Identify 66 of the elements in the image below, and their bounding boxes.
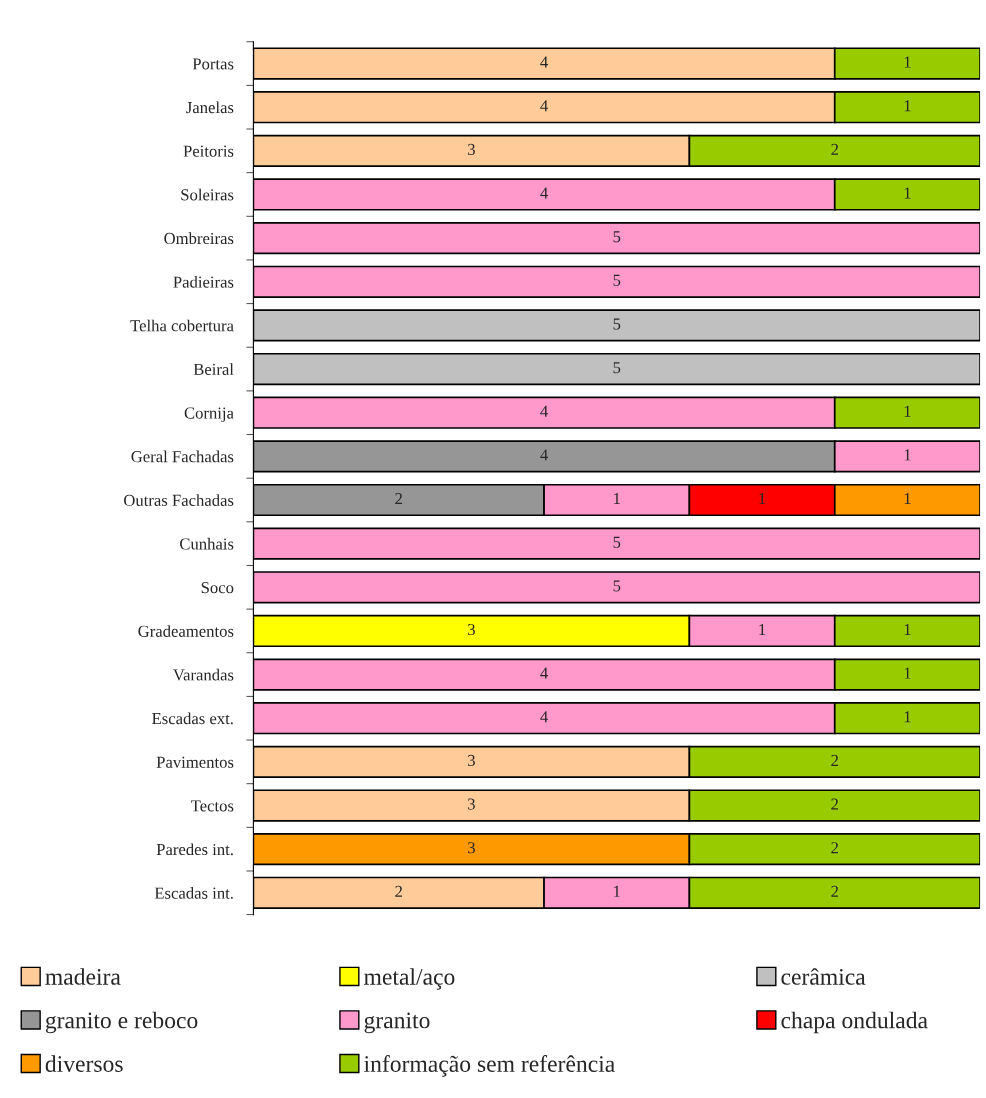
data-label: 1: [904, 711, 911, 723]
y-tick-label: Tectos: [191, 800, 234, 812]
data-label: 1: [759, 493, 766, 505]
data-label: 2: [395, 885, 402, 897]
data-label: 4: [540, 100, 548, 112]
data-label: 5: [613, 318, 621, 330]
data-label: 5: [613, 231, 621, 243]
legend-label: metal/aço: [364, 968, 455, 990]
y-tick-label: Janelas: [186, 101, 234, 114]
data-label: 4: [540, 449, 548, 461]
data-label: 4: [540, 187, 548, 199]
y-tick-label: Pavimentos: [156, 756, 234, 768]
y-tick-label: Portas: [192, 58, 234, 70]
data-label: 3: [468, 842, 475, 854]
y-tick-label: Escadas int.: [154, 887, 233, 899]
y-tick-label: Outras Fachadas: [124, 494, 234, 506]
y-tick-label: Beiral: [193, 363, 234, 376]
data-label: 2: [831, 885, 838, 897]
y-tick-label: Paredes int.: [156, 843, 233, 856]
legend-label: chapa ondulada: [781, 1011, 928, 1034]
data-label: 2: [831, 798, 838, 810]
y-tick-label: Padieiras: [173, 275, 234, 288]
y-tick-label: Ombreiras: [164, 232, 234, 245]
data-label: 5: [613, 274, 621, 286]
data-label: 2: [831, 754, 838, 766]
y-tick-label: Escadas ext.: [152, 712, 233, 725]
data-label: 1: [904, 56, 911, 68]
data-label: 3: [468, 798, 475, 810]
data-label: 3: [468, 143, 475, 156]
data-label: 2: [831, 842, 838, 854]
data-label: 1: [904, 493, 911, 505]
y-tick-label: Varandas: [173, 668, 234, 681]
y-tick-label: Telha cobertura: [130, 319, 234, 332]
data-label: 1: [904, 187, 911, 199]
y-tick-label: Soleiras: [181, 188, 234, 201]
legend-label: informação sem referência: [364, 1055, 615, 1077]
data-label: 1: [614, 493, 620, 505]
data-label: 1: [759, 623, 766, 635]
y-tick-label: Peitoris: [183, 145, 234, 157]
data-label: 4: [540, 405, 548, 417]
y-tick-label: Cunhais: [180, 537, 234, 550]
legend-label: diversos: [45, 1055, 123, 1072]
data-label: 1: [904, 667, 911, 679]
legend-label: cerâmica: [781, 968, 866, 985]
y-tick-label: Geral Fachadas: [131, 450, 234, 463]
y-tick-label: Cornija: [184, 407, 234, 423]
data-label: 4: [540, 667, 548, 679]
legend-label: madeira: [45, 968, 121, 985]
data-label: 1: [904, 405, 911, 417]
data-label: 3: [468, 623, 475, 636]
legend-label: granito e reboco: [45, 1011, 198, 1034]
y-tick-label: Gradeamentos: [138, 625, 234, 637]
data-label: 2: [831, 143, 838, 155]
data-label: 4: [540, 711, 548, 723]
data-label: 2: [395, 492, 402, 505]
legend-label: granito: [364, 1012, 430, 1034]
data-label: 1: [904, 100, 911, 112]
data-label: 1: [614, 885, 620, 897]
data-label: 4: [540, 56, 548, 68]
y-tick-label: Soco: [201, 582, 234, 594]
data-label: 1: [904, 623, 911, 635]
data-label: 3: [468, 754, 475, 767]
data-label: 5: [613, 536, 621, 548]
data-label: 1: [904, 449, 911, 461]
data-label: 5: [613, 580, 621, 592]
data-label: 5: [613, 362, 621, 374]
